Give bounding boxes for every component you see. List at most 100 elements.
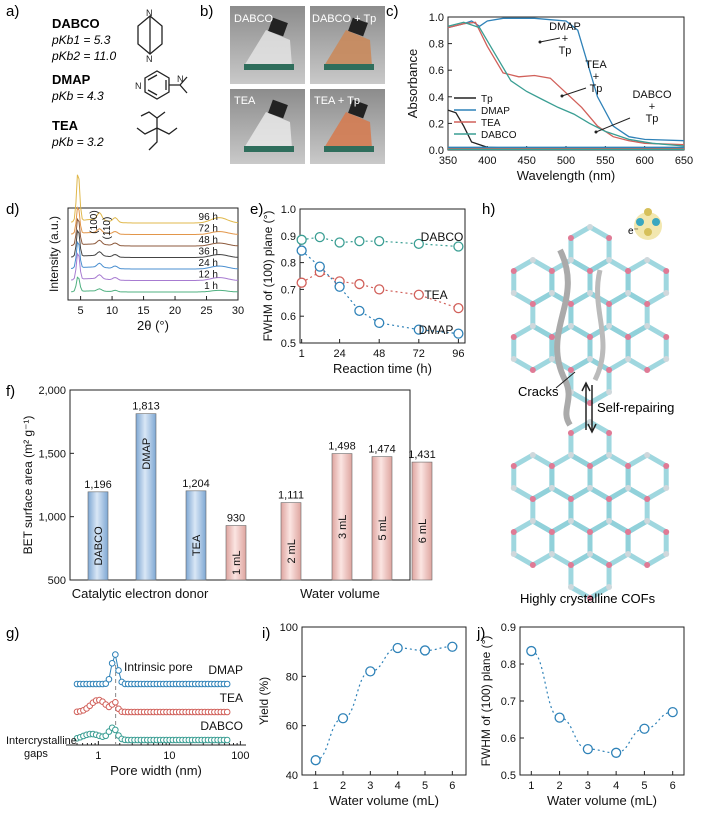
legend-label: TEA — [481, 118, 501, 129]
cof-atom — [587, 551, 593, 557]
cof-atom — [663, 356, 670, 362]
chart-f-bet: 500 1,000 1,500 2,000 BET surface area (m² g… — [21, 385, 436, 601]
data-point-dabco — [413, 238, 424, 249]
annotation-intrinsic-pore: Intrinsic pore — [124, 660, 193, 674]
data-point-tea — [296, 277, 307, 288]
panel-label-c: c) — [386, 3, 399, 20]
x-axis-label: 2θ (°) — [137, 318, 169, 333]
cof-atom — [548, 268, 555, 274]
bar-3-ml — [331, 453, 353, 581]
photo-label-tea-tp: TEA + Tp — [314, 95, 360, 107]
cof-atom — [606, 584, 613, 590]
cof-hexagon — [625, 323, 669, 373]
svg-text:N: N — [146, 8, 153, 18]
cof-atom — [587, 268, 593, 274]
cof-atom — [644, 452, 651, 458]
pore-data-point — [115, 667, 122, 674]
chart-i-yield: 1 2 3 4 5 6 40 60 80 100 Water volume (mL) Yield (%… — [257, 622, 467, 808]
x-tick-label: 6 — [449, 780, 455, 792]
dabco-name: DABCO — [52, 16, 100, 31]
cof-atom — [587, 595, 593, 601]
panel-label-g: g) — [6, 625, 19, 642]
plot-frame — [301, 626, 467, 776]
cof-atom — [567, 301, 574, 307]
x-axis-label: Wavelength (nm) — [517, 168, 616, 183]
y-tick-label: 0.5 — [501, 770, 516, 782]
annotation-gaps: gaps — [24, 748, 48, 760]
pattern-label: 48 h — [199, 235, 218, 246]
x-tick-label: 10 — [106, 305, 118, 317]
plot-frame — [519, 626, 685, 776]
cof-atom — [663, 463, 670, 469]
bar-5-ml — [371, 456, 393, 581]
self-repairing-label: Self-repairing — [597, 400, 674, 415]
chart-c-absorbance: 350 400 450 500 550 600 650 0.0 0.2 0.4 0.6 0.8 1.0 W… — [405, 12, 693, 183]
x-tick-label: 5 — [422, 780, 428, 792]
cof-atom — [510, 463, 517, 469]
cof-atom — [587, 356, 593, 362]
cof-atom — [625, 356, 632, 362]
y-tick-label: 0.0 — [429, 145, 444, 157]
y-tick-label: 0.6 — [429, 65, 444, 77]
annotation-intercrystalline: Intercrystalline — [6, 735, 77, 747]
legend-label: Tp — [481, 94, 493, 105]
cof-atom — [606, 235, 613, 241]
crystalline-caption: Highly crystalline COFs — [520, 591, 656, 606]
cof-atom — [644, 257, 651, 263]
electron-molecule: e⁻ — [628, 208, 662, 240]
annotation-label: Tp — [590, 83, 603, 95]
cof-atom — [510, 290, 517, 296]
photo-label-tea: TEA — [234, 95, 256, 107]
pxrd-pattern-36-h — [71, 229, 239, 258]
annotation-label: DMAP — [549, 21, 581, 33]
cof-atom — [567, 430, 574, 436]
photo-tea-tp: TEA + Tp — [310, 89, 385, 164]
data-point-tea — [413, 289, 424, 300]
dmap-structure: N N — [135, 70, 188, 100]
data-point-dmap — [314, 261, 325, 272]
series-label-dmap: DMAP — [208, 663, 243, 677]
data-point — [639, 723, 650, 734]
bar-value-label: 1,813 — [132, 401, 160, 413]
x-tick-label: 30 — [232, 305, 244, 317]
pattern-label: 96 h — [199, 212, 218, 223]
y-tick-label: 0.2 — [429, 118, 444, 130]
data-point — [526, 645, 537, 657]
x-tick-label: 25 — [200, 305, 212, 317]
cof-hexagon — [568, 356, 612, 406]
pore-data-point — [102, 680, 110, 687]
pxrd-pattern-12-h — [71, 252, 239, 281]
x-tick-label: 4 — [613, 780, 619, 792]
y-tick-label: 0.5 — [281, 338, 296, 350]
cof-hexagon — [511, 518, 555, 568]
data-point-dmap — [296, 245, 307, 256]
cof-atom — [587, 529, 593, 535]
data-point-dmap — [354, 305, 365, 316]
x-tick-label: 500 — [557, 155, 575, 167]
cof-atom — [529, 562, 536, 568]
pore-data-point — [112, 726, 119, 734]
data-point-dabco — [296, 234, 307, 245]
cof-atom — [625, 268, 632, 274]
cof-atom — [567, 518, 574, 524]
x-tick-label: 400 — [478, 155, 496, 167]
annotation-arrowhead — [538, 40, 542, 44]
pore-data-point — [105, 675, 113, 683]
cof-atom — [529, 301, 536, 307]
series-label-tea: TEA — [220, 691, 243, 705]
pore-data-point — [108, 659, 116, 667]
y-tick-label: 1,000 — [38, 512, 66, 524]
pxrd-pattern-96-h — [70, 174, 239, 224]
bar-category-label: 1 mL — [231, 551, 243, 575]
data-point-dabco — [453, 241, 464, 252]
cof-atom — [529, 496, 536, 502]
x-tick-label: 1 — [95, 750, 101, 762]
group-label-water: Water volume — [300, 586, 380, 601]
pattern-label: 72 h — [199, 224, 218, 235]
cof-atom — [567, 496, 574, 502]
series-label-dmap: DMAP — [419, 323, 454, 337]
dabco-structure: N N — [137, 8, 163, 64]
x-axis-label: Water volume (mL) — [329, 793, 439, 808]
y-tick-label: 40 — [286, 770, 298, 782]
